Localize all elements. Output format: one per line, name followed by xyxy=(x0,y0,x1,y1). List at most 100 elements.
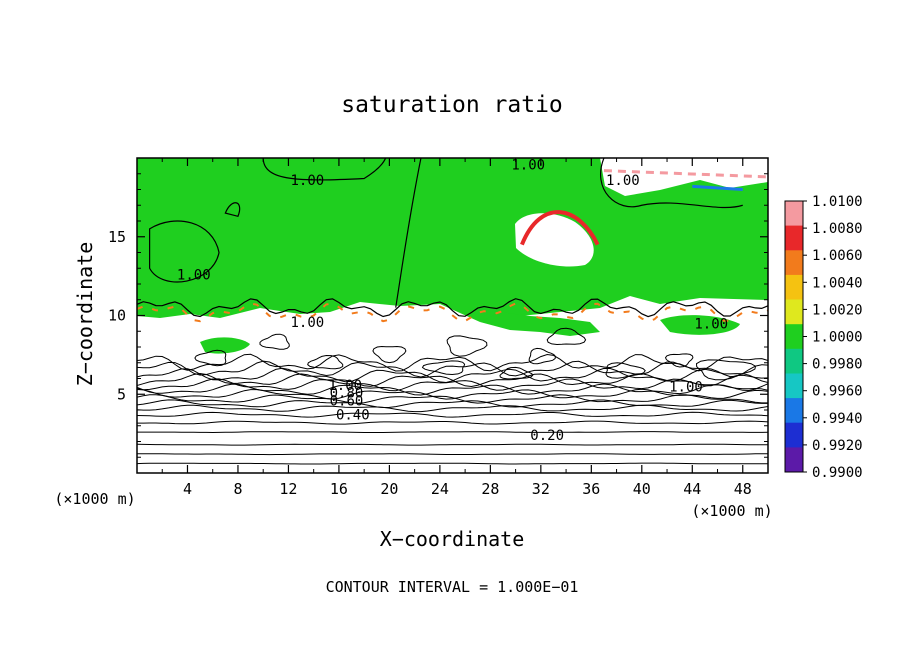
contour-loop xyxy=(695,359,757,381)
colorbar-swatch xyxy=(785,348,803,374)
x-tick-label: 32 xyxy=(532,480,550,498)
colorbar-swatch xyxy=(785,250,803,276)
y-tick-label: 15 xyxy=(108,228,126,246)
colorbar-swatch xyxy=(785,422,803,448)
contour-label: 1.00 xyxy=(291,315,325,331)
x-unit-label-right: (×1000 m) xyxy=(691,502,772,520)
colorbar-label: 0.9980 xyxy=(812,357,863,373)
contour-line xyxy=(149,220,220,283)
contour-line xyxy=(137,462,768,465)
colorbar: 1.0100 1.0080 1.0060 1.0040 1.0020 1.0000 0.99… xyxy=(784,194,863,481)
contour-loop xyxy=(194,349,227,367)
colorbar-swatch xyxy=(785,398,803,424)
x-tick-label: 48 xyxy=(734,480,752,498)
y-axis-ticks: 5 10 15 xyxy=(108,173,768,458)
colorbar-label: 1.0080 xyxy=(812,221,863,237)
contour-line xyxy=(395,158,422,308)
contour-loop xyxy=(605,362,646,379)
contour-line xyxy=(137,353,768,372)
contour-label: 1.00 xyxy=(177,268,211,284)
x-tick-label: 16 xyxy=(330,480,348,498)
contour-loop xyxy=(546,327,587,346)
saturated-region xyxy=(480,312,600,336)
contour-loop xyxy=(307,354,344,370)
colorbar-swatch xyxy=(785,447,803,473)
contour-line xyxy=(137,404,768,413)
colorbar-label: 1.0040 xyxy=(812,275,863,291)
contour-label: 1.00 xyxy=(511,157,545,173)
colorbar-label: 0.9920 xyxy=(812,438,863,454)
colorbar-label: 0.9940 xyxy=(812,411,863,427)
contour-line xyxy=(137,453,768,456)
colorbar-swatch xyxy=(785,201,803,227)
contour-label: 0.40 xyxy=(336,408,370,424)
x-tick-label: 8 xyxy=(233,480,242,498)
colorbar-label: 0.9900 xyxy=(812,465,863,481)
contour-loop xyxy=(664,353,694,368)
contour-loop xyxy=(259,333,290,350)
colorbar-label: 0.9960 xyxy=(812,384,863,400)
colorbar-label: 1.0100 xyxy=(812,194,863,210)
contour-line xyxy=(262,158,387,181)
contour-interval-note: CONTOUR INTERVAL = 1.000E−01 xyxy=(326,578,579,596)
contour-labels: 1.001.00 1.001.001.00 1.001.000.800.600.40… xyxy=(177,157,728,444)
contour-label: 1.00 xyxy=(694,316,728,332)
contour-label: 1.00 xyxy=(606,173,640,189)
saturated-patch xyxy=(200,337,250,354)
y-tick-label: 5 xyxy=(117,385,126,403)
subsaturated-blob xyxy=(515,213,594,267)
contour-line xyxy=(137,378,768,392)
colorbar-swatch xyxy=(785,299,803,325)
colorbar-label: 1.0020 xyxy=(812,302,863,318)
contour-line xyxy=(137,388,768,400)
contour-line xyxy=(600,158,743,209)
contour-loop xyxy=(528,347,557,365)
supersaturated-fringe xyxy=(520,210,600,246)
contour-line xyxy=(137,394,768,404)
y-axis-label: Z−coordinate xyxy=(73,242,97,387)
contour-line xyxy=(137,411,768,418)
contour-label: 0.80 xyxy=(330,386,364,402)
y-tick-label: 10 xyxy=(108,307,126,325)
colored-edges xyxy=(137,169,768,323)
subsaturated-fringe xyxy=(692,184,743,191)
saturated-patch xyxy=(660,315,740,335)
contour-label: 1.00 xyxy=(328,378,362,394)
contour-line xyxy=(137,367,768,384)
x-tick-label: 28 xyxy=(481,480,499,498)
contour-line xyxy=(137,372,768,388)
contour-line xyxy=(137,399,768,409)
contour-lines xyxy=(137,158,768,465)
colorbar-swatch xyxy=(785,373,803,399)
supersaturated-fringe xyxy=(137,302,768,323)
colorbar-swatch xyxy=(785,225,803,251)
x-axis-ticks: 4 8 12 16 20 24 28 32 36 40 44 48 xyxy=(161,158,752,498)
chart-title: saturation ratio xyxy=(341,92,563,118)
contour-line xyxy=(137,431,768,434)
contour-label: 1.00 xyxy=(291,173,325,189)
colorbar-swatch xyxy=(785,274,803,300)
contour-label: 0.60 xyxy=(330,394,364,410)
subsaturated-blob xyxy=(600,158,768,196)
colorbar-label: 1.0060 xyxy=(812,248,863,264)
contour-loop xyxy=(499,366,534,380)
x-tick-label: 36 xyxy=(582,480,600,498)
contour-line xyxy=(137,420,768,425)
x-tick-label: 44 xyxy=(683,480,701,498)
x-tick-label: 4 xyxy=(183,480,192,498)
colorbar-swatch xyxy=(785,324,803,350)
x-tick-label: 40 xyxy=(633,480,651,498)
contour-label: 1.00 xyxy=(669,379,703,395)
contour-line xyxy=(224,202,241,217)
colorbar-label: 1.0000 xyxy=(812,330,863,346)
plot-area xyxy=(137,158,768,473)
x-tick-label: 20 xyxy=(380,480,398,498)
contour-loop xyxy=(446,335,488,357)
x-unit-label-left: (×1000 m) xyxy=(54,490,135,508)
contour-loop xyxy=(372,345,407,364)
contour-loop xyxy=(421,360,466,376)
x-axis-label: X−coordinate xyxy=(380,527,525,551)
x-tick-label: 12 xyxy=(279,480,297,498)
contour-label: 0.20 xyxy=(530,428,564,444)
